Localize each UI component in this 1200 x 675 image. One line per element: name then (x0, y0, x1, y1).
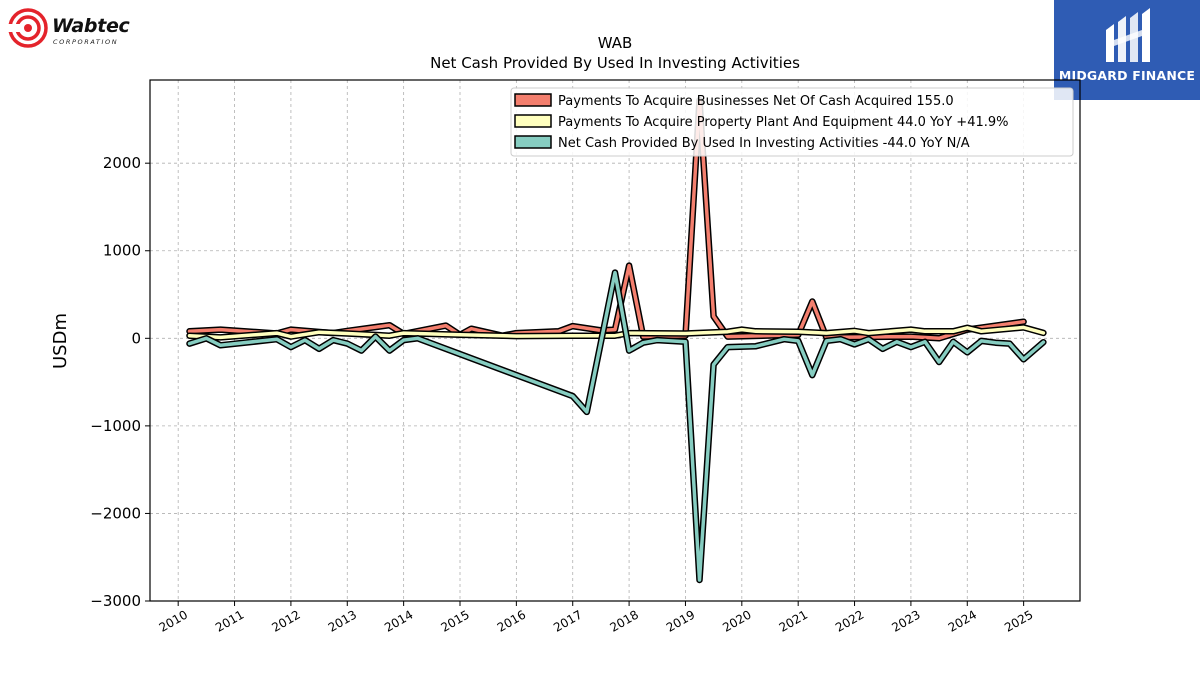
y-tick-label: −3000 (90, 592, 141, 610)
series-line-3 (187, 270, 1046, 582)
company-sub: CORPORATION (53, 38, 119, 46)
legend-entry: Net Cash Provided By Used In Investing A… (558, 136, 970, 151)
legend-swatch (514, 114, 552, 128)
legend: Payments To Acquire Businesses Net Of Ca… (510, 87, 1074, 157)
x-tick-label: 2025 (1002, 607, 1035, 634)
x-tick-label: 2013 (326, 607, 359, 634)
x-tick-label: 2010 (157, 607, 190, 634)
x-tick-label: 2023 (889, 607, 922, 634)
x-tick-label: 2014 (382, 607, 415, 634)
y-tick-label: −1000 (90, 417, 141, 435)
midgard-logo-icon (1106, 8, 1150, 62)
wabtec-logo: Wabtec CORPORATION (6, 6, 146, 50)
legend-entry: Payments To Acquire Property Plant And E… (558, 115, 1009, 130)
series-line-2 (187, 325, 1046, 340)
legend-swatch (514, 135, 552, 149)
x-tick-label: 2018 (608, 607, 641, 634)
legend-box (510, 87, 1074, 157)
x-tick-label: 2024 (946, 607, 979, 634)
x-tick-label: 2016 (495, 607, 528, 634)
y-axis-label: USDm (50, 313, 71, 369)
x-tick-label: 2012 (269, 607, 302, 634)
chart-subtitle: Net Cash Provided By Used In Investing A… (430, 54, 800, 72)
chart-title: WAB (598, 34, 633, 52)
x-tick-label: 2020 (720, 607, 753, 634)
y-tick-label: 0 (131, 329, 141, 347)
wabtec-logo-mark-icon (8, 8, 48, 48)
y-tick-label: 1000 (103, 242, 141, 260)
plot-frame (149, 79, 1081, 602)
x-tick-label: 2017 (551, 607, 584, 634)
midgard-watermark: MIDGARD FINANCE (1054, 0, 1200, 100)
company-name: Wabtec (52, 15, 130, 37)
x-tick-label: 2021 (777, 607, 810, 634)
midgard-watermark-text: MIDGARD FINANCE (1058, 68, 1196, 83)
x-tick-label: 2015 (438, 607, 471, 634)
y-tick-label: 2000 (103, 154, 141, 172)
x-tick-label: 2022 (833, 607, 866, 634)
x-tick-label: 2019 (664, 607, 697, 634)
series-layer (186, 96, 1047, 584)
legend-swatch (514, 93, 552, 107)
legend-entry: Payments To Acquire Businesses Net Of Ca… (558, 94, 954, 109)
y-tick-label: −2000 (90, 504, 141, 522)
x-tick-label: 2011 (213, 607, 246, 634)
